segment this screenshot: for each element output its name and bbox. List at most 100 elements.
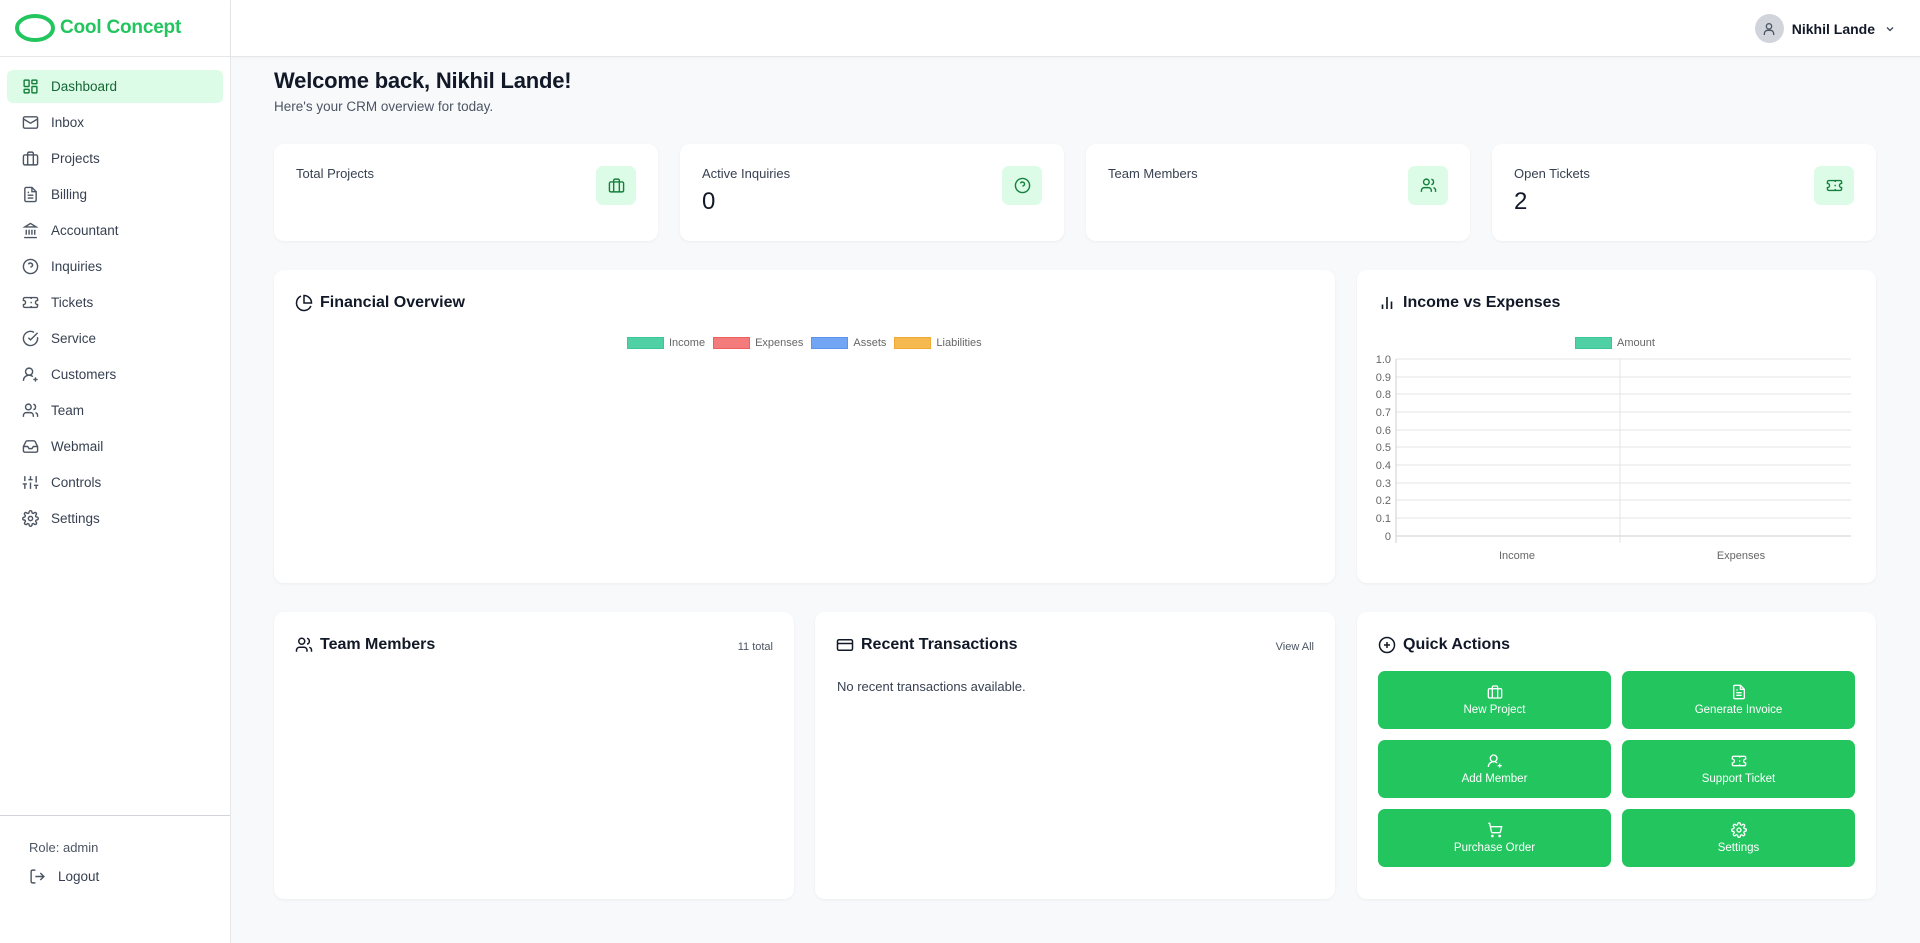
- brand-name: Cool Concept: [60, 17, 182, 38]
- stat-label: Open Tickets: [1514, 166, 1590, 181]
- stats-row: Total Projects Active Inquiries 0 Team M…: [274, 144, 1876, 241]
- sidebar-footer: Role: admin Logout: [0, 815, 230, 943]
- credit-card-icon: [836, 639, 854, 651]
- inbox-tray-icon: [22, 440, 39, 453]
- sidebar-item-label: Tickets: [51, 295, 94, 310]
- sliders-icon: [22, 476, 39, 489]
- ticket-icon: [1826, 179, 1842, 192]
- user-role: Role: admin: [29, 840, 99, 855]
- user-plus-icon: [22, 367, 38, 382]
- legend-swatch: [713, 337, 751, 349]
- recent-transactions-card: Recent Transactions View All No recent t…: [815, 612, 1335, 899]
- quick-actions-grid: New Project Generate Invoice Add Member …: [1378, 671, 1855, 867]
- sidebar-item-billing[interactable]: Billing: [7, 178, 223, 211]
- sidebar-item-label: Projects: [51, 151, 100, 166]
- svg-text:1.0: 1.0: [1376, 354, 1391, 366]
- logout-icon: [30, 869, 45, 884]
- svg-text:0.8: 0.8: [1376, 389, 1391, 401]
- sidebar-item-customers[interactable]: Customers: [7, 358, 223, 391]
- users-icon: [1420, 178, 1436, 192]
- sidebar-item-label: Team: [51, 403, 85, 418]
- financial-overview-card: Financial Overview Income Expenses Asset…: [274, 270, 1335, 583]
- users-icon: [22, 403, 39, 417]
- support-ticket-button[interactable]: Support Ticket: [1622, 740, 1855, 798]
- stat-label: Team Members: [1108, 166, 1198, 181]
- card-title: Financial Overview: [320, 294, 465, 311]
- income-vs-expenses-card: Income vs Expenses Amount: [1357, 270, 1876, 583]
- sidebar-item-accountant[interactable]: Accountant: [7, 214, 223, 247]
- pie-chart-icon: [295, 294, 313, 312]
- page-subtitle: Here's your CRM overview for today.: [274, 99, 494, 114]
- legend-swatch: [811, 337, 849, 349]
- brand[interactable]: Cool Concept: [0, 0, 230, 57]
- sidebar-item-dashboard[interactable]: Dashboard: [7, 70, 223, 103]
- avatar: [1754, 14, 1784, 43]
- sidebar-item-inbox[interactable]: Inbox: [7, 106, 223, 139]
- settings-button[interactable]: Settings: [1622, 809, 1855, 867]
- card-title: Income vs Expenses: [1403, 294, 1561, 311]
- sidebar-item-team[interactable]: Team: [7, 394, 223, 427]
- purchase-order-button[interactable]: Purchase Order: [1378, 809, 1611, 867]
- sidebar-item-label: Dashboard: [51, 79, 118, 94]
- svg-text:Income: Income: [1499, 550, 1535, 562]
- svg-text:0.4: 0.4: [1376, 460, 1391, 472]
- legend-item-assets[interactable]: Assets: [811, 337, 886, 349]
- chevron-down-icon: [1886, 26, 1894, 31]
- gear-icon: [22, 510, 39, 527]
- file-text-icon: [24, 186, 37, 203]
- top-bar: Nikhil Lande: [231, 0, 1920, 57]
- sidebar-item-projects[interactable]: Projects: [7, 142, 223, 175]
- stat-card-open-tickets[interactable]: Open Tickets 2: [1492, 144, 1876, 241]
- sidebar-item-service[interactable]: Service: [7, 322, 223, 355]
- team-members-card: Team Members 11 total: [274, 612, 794, 899]
- chart-legend: Amount: [1575, 337, 1663, 349]
- new-project-button[interactable]: New Project: [1378, 671, 1611, 729]
- team-count: 11 total: [737, 641, 773, 653]
- card-title: Quick Actions: [1403, 636, 1510, 653]
- income-expenses-bar-chart: 1.0 0.9 0.8 0.7 0.6 0.5 0.4 0.3 0.2 0.1 …: [1376, 354, 1851, 562]
- stat-card-total-projects[interactable]: Total Projects: [274, 144, 658, 241]
- generate-invoice-button[interactable]: Generate Invoice: [1622, 671, 1855, 729]
- legend-item-income[interactable]: Income: [627, 337, 705, 349]
- legend-item-amount[interactable]: Amount: [1575, 337, 1655, 349]
- svg-text:0.5: 0.5: [1376, 442, 1391, 454]
- sidebar-item-label: Controls: [51, 475, 102, 490]
- users-icon: [295, 637, 313, 652]
- stat-value: 0: [702, 188, 716, 215]
- sidebar-item-label: Settings: [51, 511, 100, 526]
- stat-card-active-inquiries[interactable]: Active Inquiries 0: [680, 144, 1064, 241]
- user-name: Nikhil Lande: [1791, 20, 1875, 37]
- card-title: Team Members: [320, 636, 436, 653]
- dashboard-icon: [23, 79, 38, 94]
- sidebar-item-controls[interactable]: Controls: [7, 466, 223, 499]
- stat-label: Active Inquiries: [702, 166, 791, 181]
- user-menu-button[interactable]: Nikhil Lande: [1754, 14, 1896, 43]
- chart-legend: Income Expenses Assets Liabilities: [627, 337, 990, 349]
- user-plus-icon: [1487, 754, 1502, 768]
- view-all-link[interactable]: View All: [1275, 641, 1314, 653]
- sidebar-item-webmail[interactable]: Webmail: [7, 430, 223, 463]
- cart-icon: [1487, 822, 1503, 838]
- logout-label: Logout: [58, 869, 100, 884]
- logout-button[interactable]: Logout: [29, 868, 230, 885]
- plus-circle-icon: [1378, 636, 1396, 654]
- sidebar-item-inquiries[interactable]: Inquiries: [7, 250, 223, 283]
- sidebar-item-tickets[interactable]: Tickets: [7, 286, 223, 319]
- svg-text:Expenses: Expenses: [1717, 550, 1766, 562]
- help-circle-icon: [1014, 177, 1030, 194]
- financial-chart-canvas: [295, 360, 1314, 563]
- briefcase-icon: [1487, 685, 1502, 699]
- quick-actions-card: Quick Actions New Project Generate Invoi…: [1357, 612, 1876, 899]
- main-content: Welcome back, Nikhil Lande! Here's your …: [274, 57, 1876, 899]
- stat-label: Total Projects: [296, 166, 375, 181]
- svg-text:0.2: 0.2: [1376, 495, 1391, 507]
- mail-icon: [22, 116, 39, 129]
- sidebar-item-label: Billing: [51, 187, 88, 202]
- sidebar-item-settings[interactable]: Settings: [7, 502, 223, 535]
- file-text-icon: [1732, 684, 1745, 700]
- svg-text:0.1: 0.1: [1376, 513, 1391, 525]
- legend-item-expenses[interactable]: Expenses: [713, 337, 803, 349]
- legend-item-liabilities[interactable]: Liabilities: [894, 337, 982, 349]
- add-member-button[interactable]: Add Member: [1378, 740, 1611, 798]
- stat-card-team-members[interactable]: Team Members: [1086, 144, 1470, 241]
